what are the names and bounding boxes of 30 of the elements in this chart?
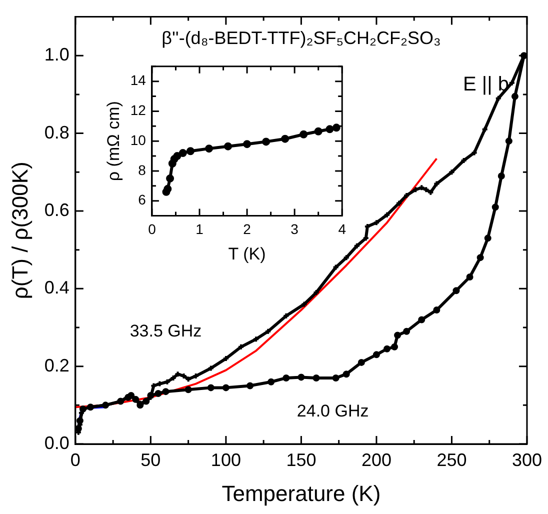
series-label: 33.5 GHz	[130, 322, 202, 341]
y-tick-label: 8	[138, 162, 146, 178]
x-tick-label: 4	[338, 221, 346, 238]
x-tick-label: 50	[140, 450, 161, 470]
y-tick-label: 6	[138, 192, 146, 208]
x-axis-title: Temperature (K)	[222, 480, 381, 506]
x-tick-label: 300	[512, 450, 542, 470]
y-tick-label: 1.0	[44, 44, 70, 65]
y-tick-label: 0.8	[44, 122, 70, 142]
y-axis-title: ρ (mΩ cm)	[104, 101, 123, 182]
x-tick-label: 1	[196, 221, 204, 238]
x-tick-label: 2	[243, 221, 252, 238]
y-tick-label: 10	[130, 132, 146, 148]
x-tick-label: 200	[361, 450, 392, 470]
y-tick-label: 12	[130, 102, 146, 118]
y-axis-title: ρ(T) / ρ(300K)	[7, 162, 32, 300]
text: β''-(d₈-BEDT-TTF)₂SF₅CH₂CF₂SO₃	[162, 28, 441, 48]
y-tick-label: 0.0	[44, 432, 70, 453]
x-tick-label: 250	[436, 450, 467, 470]
x-tick-label: 3	[290, 221, 299, 238]
x-tick-label: 0	[148, 221, 156, 238]
y-tick-label: 14	[130, 72, 146, 88]
y-tick-label: 0.6	[44, 200, 70, 220]
x-tick-label: 0	[70, 450, 80, 470]
x-tick-label: 150	[286, 450, 316, 470]
y-tick-label: 0.4	[44, 278, 70, 298]
series-label: 24.0 GHz	[296, 402, 369, 421]
x-axis-title: T (K)	[228, 244, 266, 264]
y-tick-label: 0.2	[44, 355, 70, 376]
x-tick-label: 100	[210, 450, 241, 470]
